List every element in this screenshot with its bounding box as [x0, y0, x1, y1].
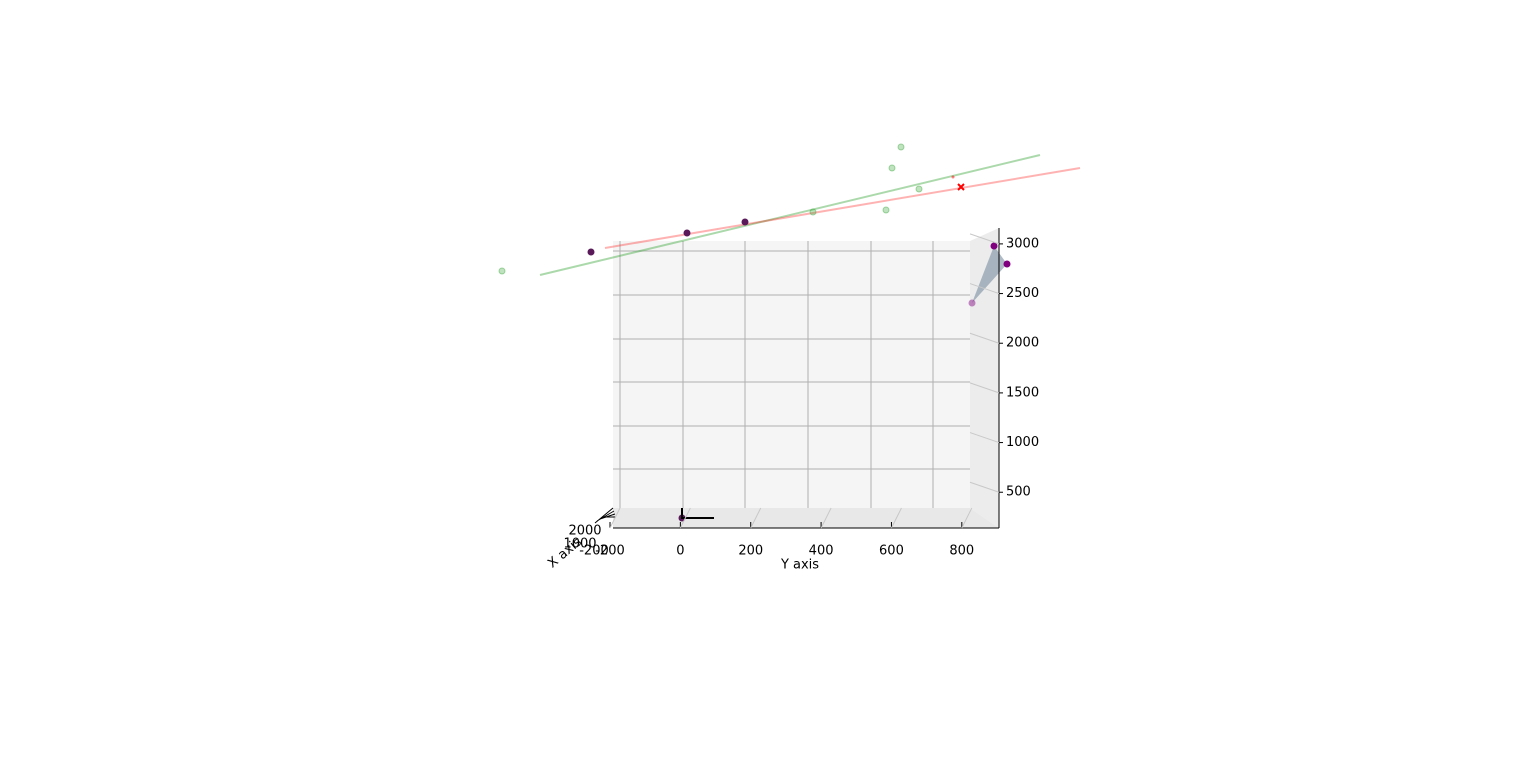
panes — [613, 228, 999, 528]
y-tick-label: 200 — [738, 544, 763, 559]
grid-line — [891, 507, 902, 529]
y-tick-label: -200 — [595, 544, 625, 559]
y-tick-label: 800 — [949, 544, 974, 559]
plot-content — [498, 143, 1081, 522]
point — [951, 175, 955, 179]
point — [968, 299, 976, 307]
point — [1003, 260, 1011, 268]
grid-line — [820, 507, 832, 529]
point — [990, 242, 998, 250]
marker-x — [957, 183, 965, 191]
points — [498, 143, 923, 275]
x-axis-ticks — [594, 507, 616, 524]
floor-pane — [613, 508, 999, 528]
grid-line — [969, 432, 1000, 444]
point — [897, 143, 905, 151]
point — [915, 185, 923, 193]
z-tick-label: 2500 — [1006, 286, 1039, 301]
y-tick-label: 600 — [879, 544, 904, 559]
y-tick-label: 400 — [809, 544, 834, 559]
side-pane — [970, 228, 999, 528]
grid-line — [969, 332, 1000, 344]
grid-line — [679, 507, 691, 529]
point — [498, 267, 506, 275]
grid-line — [969, 481, 1000, 493]
point — [809, 208, 817, 216]
point — [888, 164, 896, 172]
z-tick-label: 3000 — [1006, 236, 1039, 251]
grid-line — [969, 283, 1000, 295]
point — [741, 218, 749, 226]
grid-line — [609, 507, 621, 529]
y-tick-label: 0 — [676, 544, 684, 559]
z-tick-label: 1500 — [1006, 385, 1039, 400]
y-axis-label: Y axis — [780, 558, 819, 573]
grid-line — [969, 233, 1000, 245]
back-pane — [613, 241, 970, 508]
z-tick-label: 1000 — [1006, 435, 1039, 450]
grid-line — [750, 507, 762, 529]
surface — [972, 246, 1007, 303]
x-tick-label: 1000 — [563, 537, 596, 552]
back-grid — [613, 241, 970, 508]
grid-line — [961, 507, 973, 529]
x-tick-label: -200 — [579, 544, 609, 559]
point — [683, 229, 691, 237]
point — [587, 248, 595, 256]
point — [882, 206, 890, 214]
x-tick-label: 2000 — [568, 524, 601, 539]
fit-line — [539, 154, 1041, 276]
z-tick-label: 500 — [1006, 485, 1031, 500]
grid-line — [969, 382, 1000, 394]
z-tick-label: 2000 — [1006, 336, 1039, 351]
origin-axes — [681, 508, 714, 519]
